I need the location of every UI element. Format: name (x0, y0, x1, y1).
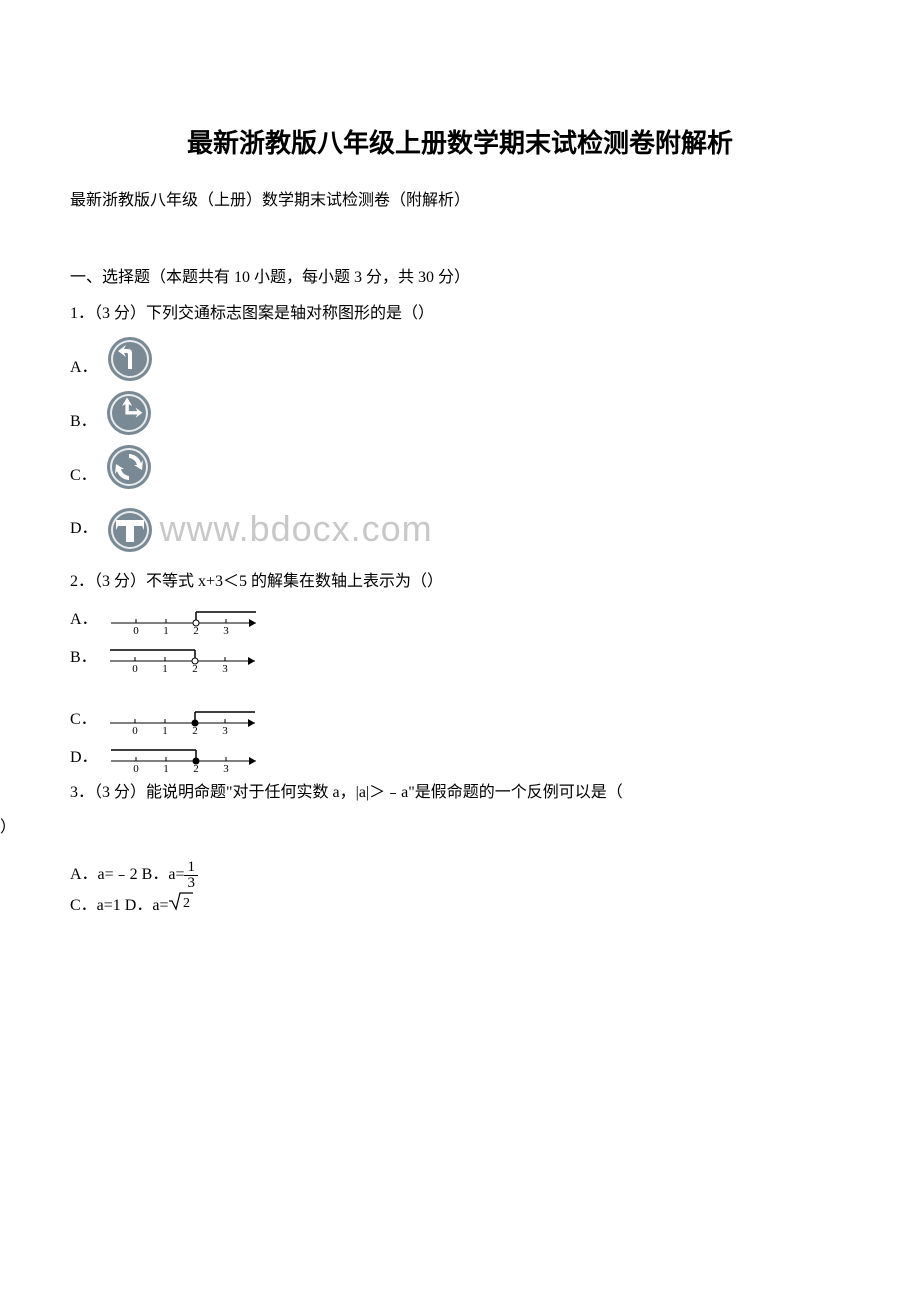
option-label: D． (70, 515, 98, 544)
q2-option-d: D． 0 1 2 3 (70, 741, 850, 773)
traffic-sign-icon (106, 506, 154, 554)
sqrt-value: 2 (183, 896, 190, 911)
q1-option-b: B． (70, 389, 850, 437)
option-label: A． (70, 354, 98, 383)
svg-text:3: 3 (223, 763, 229, 773)
option-label: B． (70, 408, 97, 437)
q2-text: 2．（3 分）不等式 x+3＜5 的解集在数轴上表示为（） (70, 568, 850, 597)
numberline-icon: 0 1 2 3 (105, 703, 270, 735)
option-label: C． (70, 462, 97, 491)
q1-text: 1．（3 分）下列交通标志图案是轴对称图形的是（） (70, 300, 850, 329)
option-text: A．a=﹣2 B．a= (70, 867, 184, 884)
traffic-sign-icon (105, 389, 153, 437)
section-header: 一、选择题（本题共有 10 小题，每小题 3 分，共 30 分） (70, 264, 850, 293)
fraction: 13 (184, 860, 198, 891)
numberline-icon: 0 1 2 3 (105, 641, 270, 673)
svg-text:0: 0 (133, 625, 139, 635)
svg-text:3: 3 (223, 625, 229, 635)
svg-text:3: 3 (222, 725, 228, 735)
traffic-sign-icon (106, 335, 154, 383)
svg-text:1: 1 (162, 663, 168, 673)
numberline-icon: 0 1 2 3 (106, 741, 271, 773)
svg-text:3: 3 (222, 663, 228, 673)
q2-option-a: A． 0 1 2 3 (70, 603, 850, 635)
option-label: B． (70, 644, 97, 673)
sqrt-icon: 2 (168, 891, 194, 922)
q1-option-a: A． (70, 335, 850, 383)
svg-text:0: 0 (132, 725, 138, 735)
svg-text:0: 0 (133, 763, 139, 773)
q3-text-line1: 3．（3 分）能说明命题"对于任何实数 a，|a|＞﹣a"是假命题的一个反例可以… (70, 779, 850, 808)
page-title: 最新浙教版八年级上册数学期末试检测卷附解析 (70, 120, 850, 167)
q1-option-c: C． (70, 443, 850, 491)
option-label: D． (70, 744, 98, 773)
watermark-text: www.bdocx.com (160, 497, 433, 562)
q2-option-b: B． 0 1 2 3 (70, 641, 850, 673)
svg-text:1: 1 (163, 763, 169, 773)
option-label: C． (70, 706, 97, 735)
option-label: A． (70, 606, 98, 635)
numberline-icon: 0 1 2 3 (106, 603, 271, 635)
svg-text:0: 0 (132, 663, 138, 673)
q3-text-line2: ） (0, 814, 850, 843)
q2-option-c: C． 0 1 2 3 (70, 703, 850, 735)
q3-options: A．a=﹣2 B．a=13 C．a=1 D．a= 2 (70, 860, 850, 922)
q3-option-cd: C．a=1 D．a= 2 (70, 891, 850, 922)
option-text: C．a=1 D．a= (70, 897, 168, 914)
svg-text:1: 1 (162, 725, 168, 735)
svg-text:1: 1 (163, 625, 169, 635)
subtitle: 最新浙教版八年级（上册）数学期末试检测卷（附解析） (70, 187, 850, 216)
q3-option-ab: A．a=﹣2 B．a=13 (70, 860, 850, 891)
traffic-sign-icon (105, 443, 153, 491)
q1-option-d: D． www.bdocx.com (70, 497, 850, 562)
